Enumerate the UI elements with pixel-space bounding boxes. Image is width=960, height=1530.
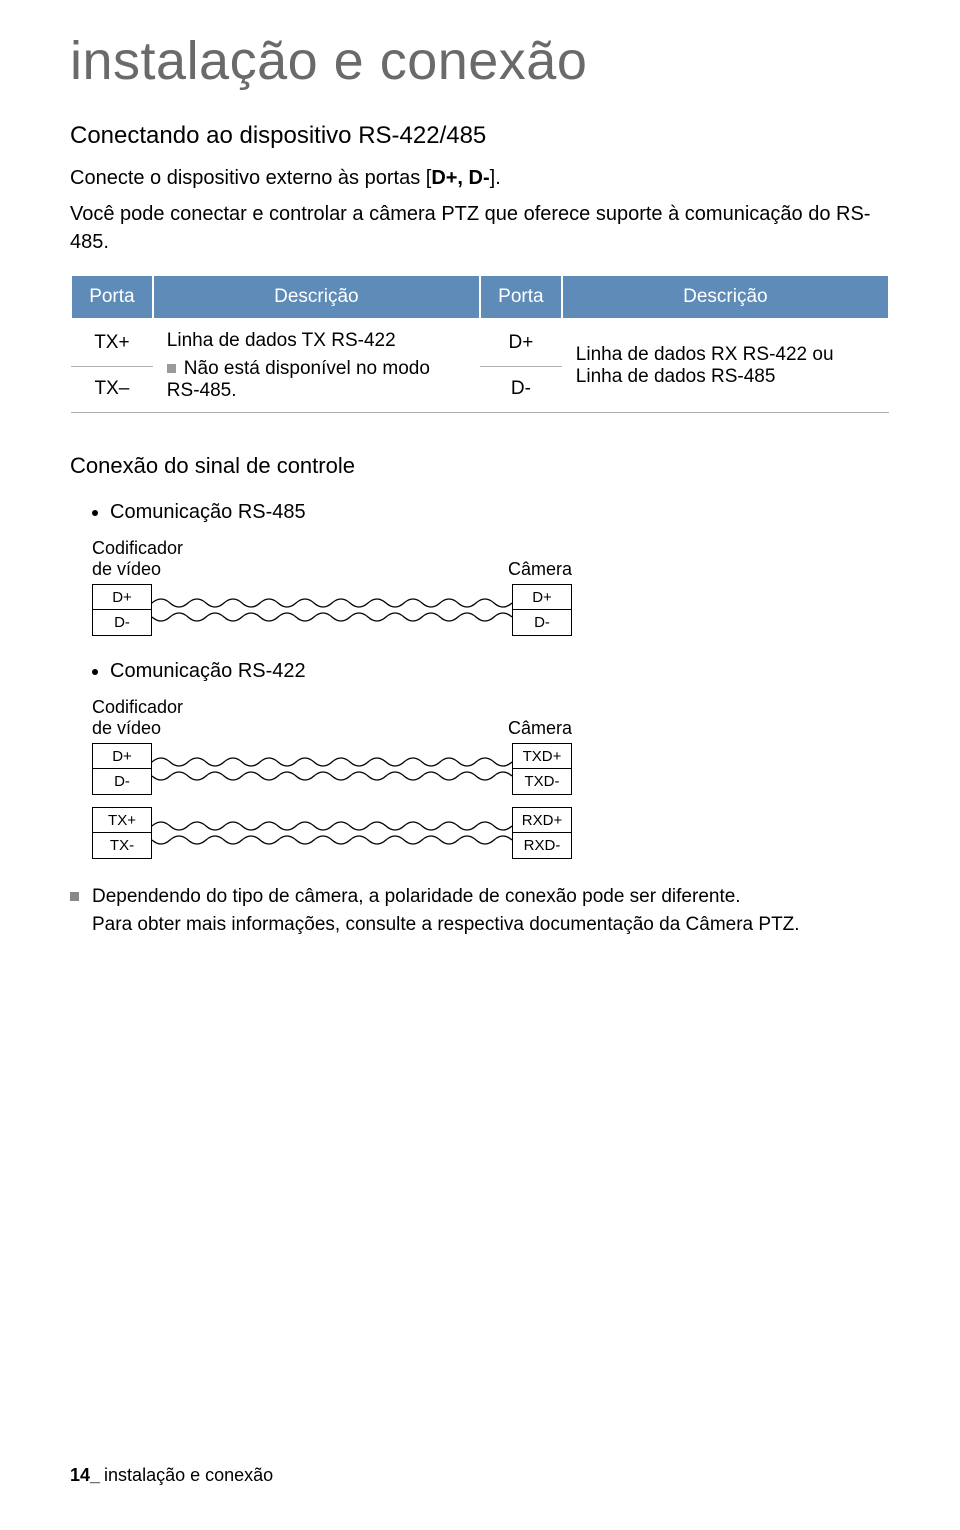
- pin-rxdplus: RXD+: [512, 807, 572, 833]
- pin-dminus-r1: D-: [512, 610, 572, 636]
- bullet-icon: [92, 669, 98, 675]
- bullet-rs422: Comunicação RS-422: [92, 660, 890, 683]
- desc-left-l2: Não está disponível no modo RS-485.: [167, 358, 430, 401]
- pin-txplus: TX+: [92, 807, 152, 833]
- th-porta-1: Porta: [71, 275, 153, 319]
- desc-left-l1: Linha de dados TX RS-422: [167, 330, 466, 352]
- wire-1: [152, 584, 512, 636]
- pin-txdminus: TXD-: [512, 769, 572, 795]
- bullet-icon: [92, 510, 98, 516]
- intro-frag-a: Conecte o dispositivo externo às portas …: [70, 167, 431, 189]
- wire-2b: [152, 807, 512, 859]
- th-porta-2: Porta: [480, 275, 562, 319]
- footer-text: instalação e conexão: [104, 1465, 273, 1485]
- intro-line-2: Você pode conectar e controlar a câmera …: [70, 200, 890, 256]
- port-table: Porta Descrição Porta Descrição TX+ Linh…: [70, 274, 890, 413]
- pins-right-2a: TXD+ TXD-: [512, 743, 572, 795]
- pins-right-1: D+ D-: [512, 584, 572, 636]
- cell-dplus: D+: [480, 319, 562, 366]
- pin-dminus-l2: D-: [92, 769, 152, 795]
- pins-left-2b: TX+ TX-: [92, 807, 152, 859]
- intro-frag-c: ].: [490, 167, 501, 189]
- page-number: 14_: [70, 1465, 100, 1485]
- pins-left-2a: D+ D-: [92, 743, 152, 795]
- square-marker-icon: [70, 892, 79, 901]
- cell-desc-right: Linha de dados RX RS-422 ou Linha de dad…: [562, 319, 889, 413]
- footnote-text: Dependendo do tipo de câmera, a polarida…: [92, 886, 800, 935]
- pin-dplus-l2: D+: [92, 743, 152, 769]
- label-encoder-2: Codificador de vídeo: [92, 697, 183, 739]
- section-heading: Conectando ao dispositivo RS-422/485: [70, 122, 890, 150]
- cell-desc-left: Linha de dados TX RS-422 Não está dispon…: [153, 319, 480, 413]
- pins-left-1: D+ D-: [92, 584, 152, 636]
- square-marker-icon: [167, 364, 176, 373]
- bullet-rs485: Comunicação RS-485: [92, 501, 890, 524]
- cell-txplus: TX+: [71, 319, 153, 366]
- pin-dplus-l1: D+: [92, 584, 152, 610]
- wire-2a: [152, 743, 512, 795]
- intro-line-1: Conecte o dispositivo externo às portas …: [70, 164, 890, 192]
- label-camera-1: Câmera: [508, 559, 572, 580]
- pin-rxdminus: RXD-: [512, 833, 572, 859]
- th-desc-1: Descrição: [153, 275, 480, 319]
- bullet-rs485-text: Comunicação RS-485: [110, 501, 306, 524]
- label-encoder-1: Codificador de vídeo: [92, 538, 183, 580]
- connection-heading: Conexão do sinal de controle: [70, 453, 890, 479]
- pin-txminus: TX-: [92, 833, 152, 859]
- page-footer: 14_instalação e conexão: [70, 1465, 273, 1486]
- intro-frag-b: D+, D-: [431, 167, 489, 189]
- page-title: instalação e conexão: [70, 30, 890, 92]
- pin-txdplus: TXD+: [512, 743, 572, 769]
- pin-dminus-l1: D-: [92, 610, 152, 636]
- bullet-rs422-text: Comunicação RS-422: [110, 660, 306, 683]
- th-desc-2: Descrição: [562, 275, 889, 319]
- cell-txminus: TX–: [71, 366, 153, 412]
- footnote: Dependendo do tipo de câmera, a polarida…: [70, 883, 890, 938]
- diagram-rs422: Codificador de vídeo Câmera D+ D- TXD+ T…: [92, 697, 890, 859]
- pin-dplus-r1: D+: [512, 584, 572, 610]
- label-camera-2: Câmera: [508, 718, 572, 739]
- cell-dminus: D-: [480, 366, 562, 412]
- diagram-rs485: Codificador de vídeo Câmera D+ D- D+ D-: [92, 538, 890, 636]
- pins-right-2b: RXD+ RXD-: [512, 807, 572, 859]
